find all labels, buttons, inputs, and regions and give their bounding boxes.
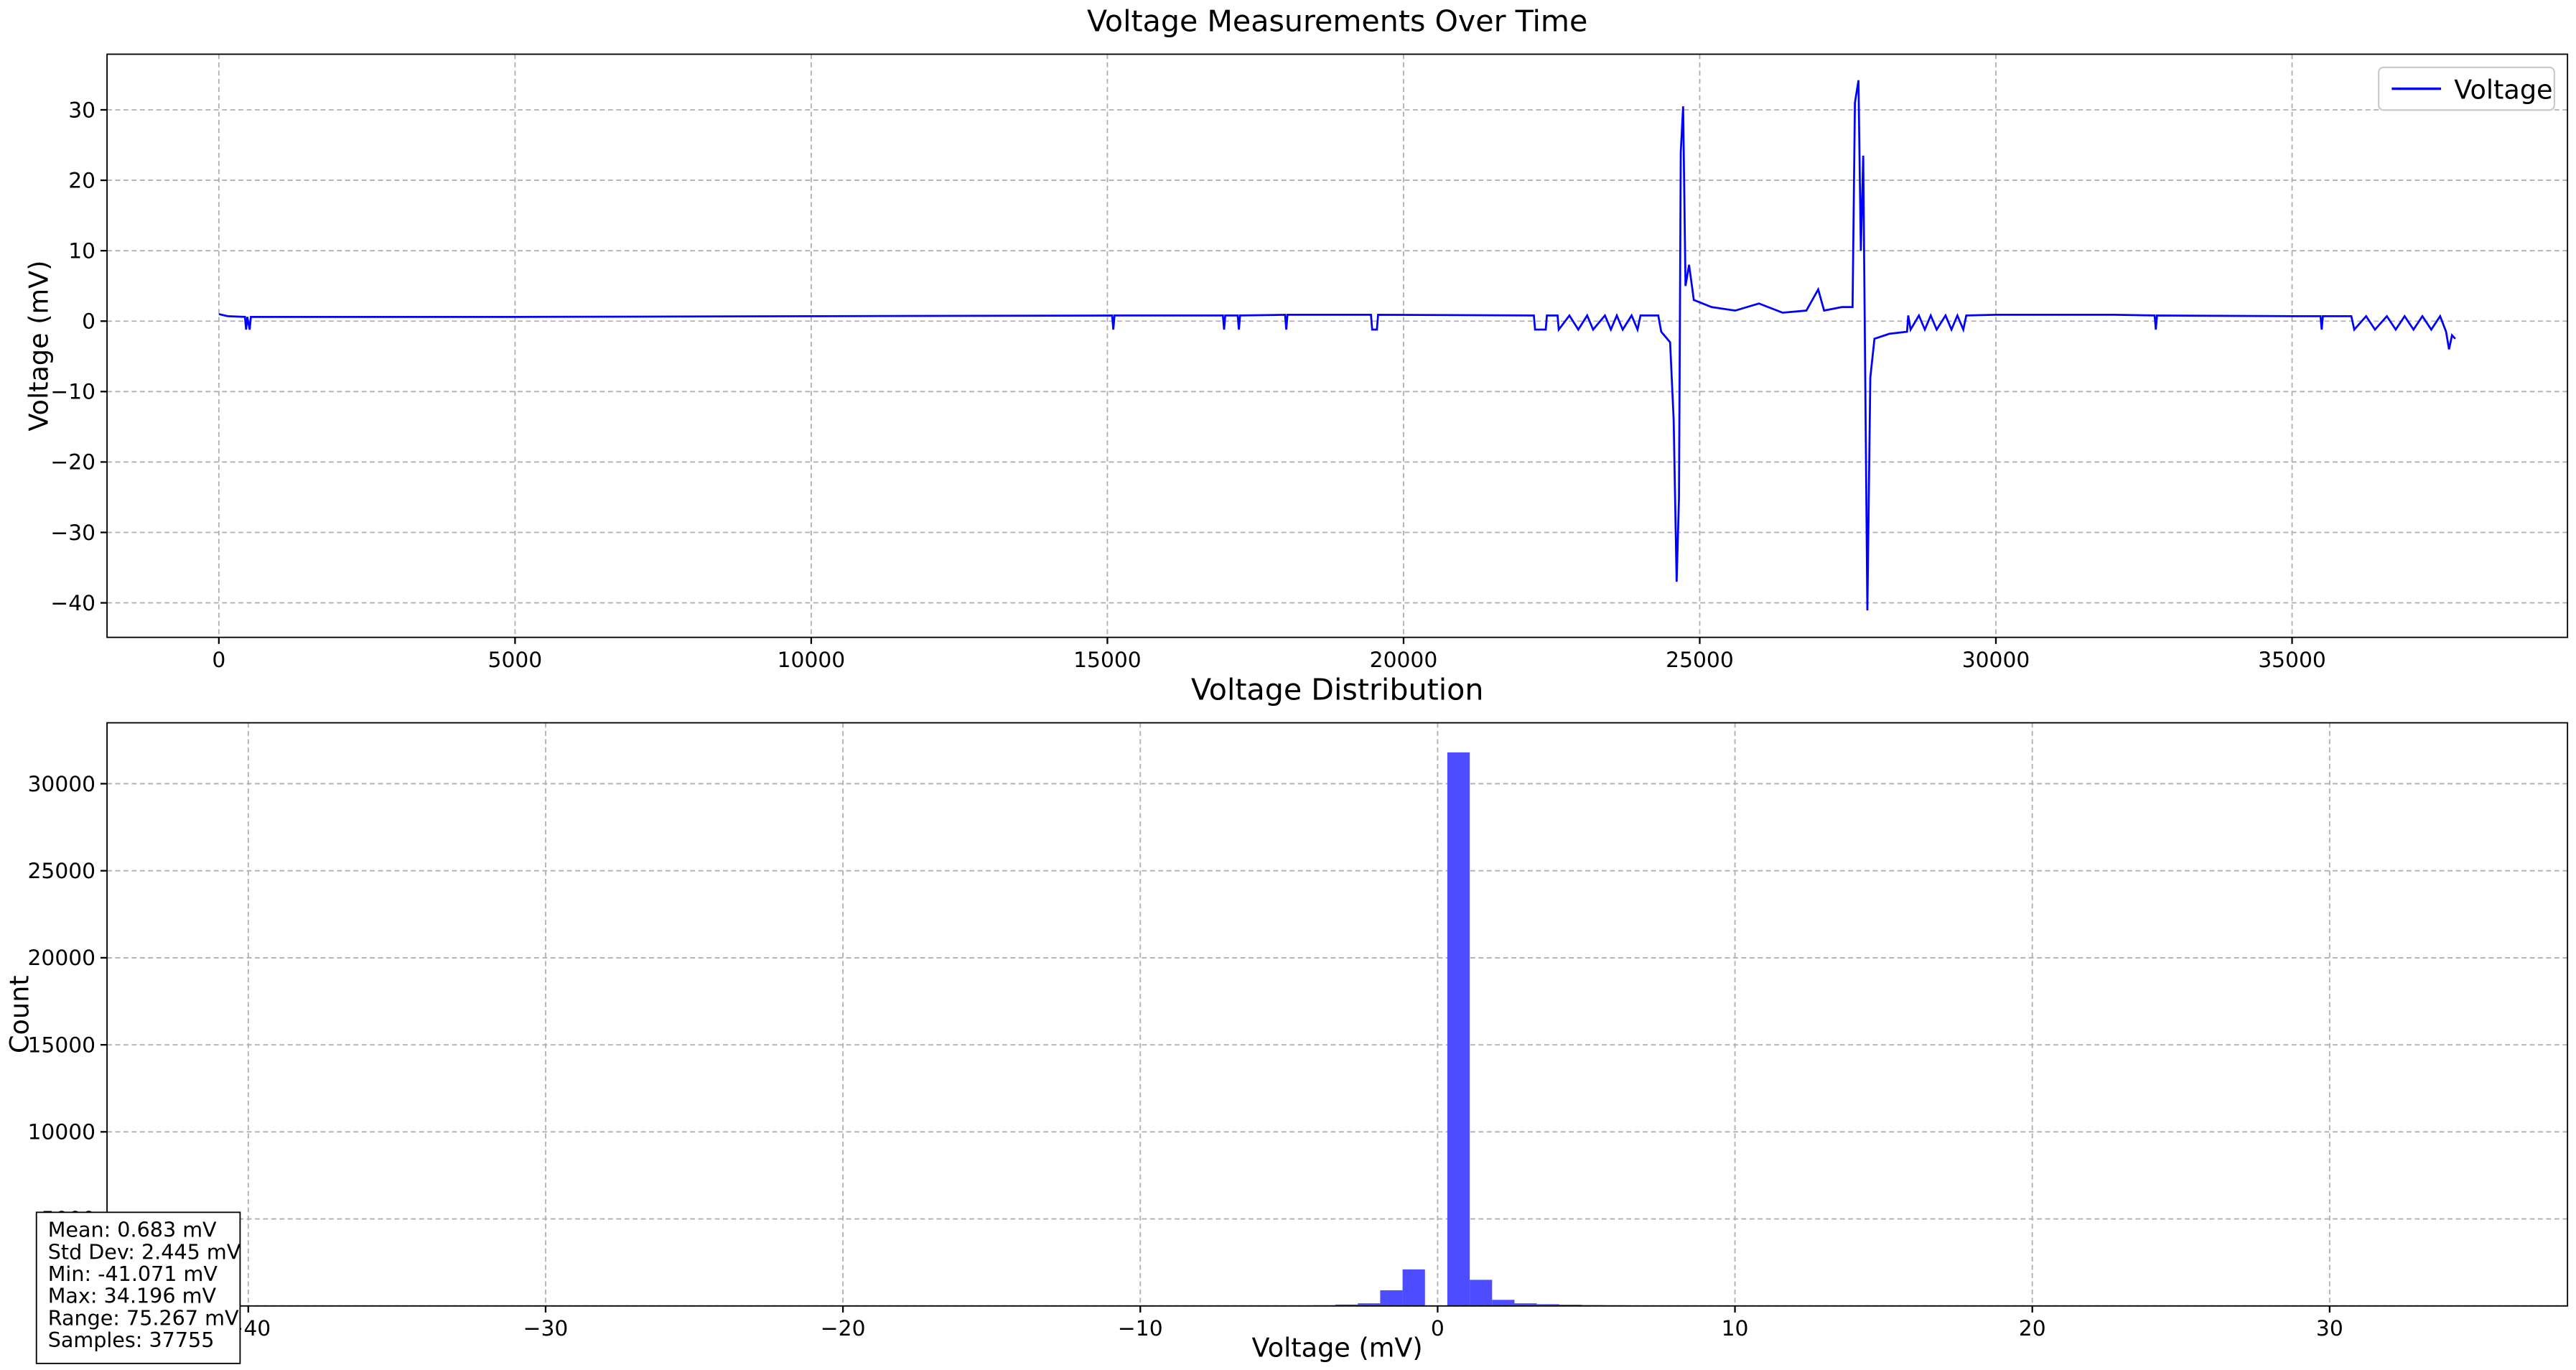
x-tick-label: −30 bbox=[523, 1316, 569, 1341]
histogram-bar bbox=[1447, 752, 1470, 1306]
stats-line: Std Dev: 2.445 mV bbox=[48, 1239, 241, 1264]
y-tick-label: −40 bbox=[50, 591, 95, 616]
histogram-bar bbox=[1536, 1304, 1559, 1306]
histogram-bar bbox=[1380, 1290, 1403, 1306]
x-tick-label: 20000 bbox=[1370, 648, 1438, 673]
chart-title: Voltage Distribution bbox=[1191, 673, 1484, 707]
plot-frame bbox=[106, 722, 2569, 1307]
x-tick-label: 25000 bbox=[1666, 648, 1734, 673]
y-tick-label: 10 bbox=[68, 238, 95, 264]
y-tick-label: 15000 bbox=[27, 1033, 95, 1058]
y-tick-label: 30 bbox=[68, 98, 95, 123]
x-tick-label: 35000 bbox=[2258, 648, 2326, 673]
y-tick-label: 0 bbox=[82, 309, 95, 335]
x-tick-label: 0 bbox=[212, 648, 225, 673]
y-tick-label: −30 bbox=[50, 521, 95, 546]
histogram-bar bbox=[1335, 1304, 1358, 1306]
stats-line: Range: 75.267 mV bbox=[48, 1305, 239, 1330]
stats-line: Min: -41.071 mV bbox=[48, 1262, 218, 1286]
y-axis-label: Count bbox=[4, 975, 34, 1053]
x-tick-label: 30000 bbox=[1962, 648, 2030, 673]
y-tick-label: −10 bbox=[50, 380, 95, 405]
stats-line: Mean: 0.683 mV bbox=[48, 1218, 217, 1242]
histogram-bar bbox=[1470, 1280, 1493, 1306]
x-tick-label: 30 bbox=[2316, 1316, 2343, 1341]
histogram-bar bbox=[1514, 1303, 1537, 1306]
plot-frame bbox=[106, 53, 2569, 638]
x-tick-label: 10 bbox=[1722, 1316, 1749, 1341]
x-tick-label: 20 bbox=[2019, 1316, 2046, 1341]
y-tick-label: 10000 bbox=[27, 1120, 95, 1145]
y-tick-label: 20 bbox=[68, 168, 95, 193]
histogram-bar bbox=[1402, 1269, 1425, 1306]
y-tick-label: −20 bbox=[50, 450, 95, 475]
data-line bbox=[218, 80, 2456, 611]
x-tick-label: 0 bbox=[1431, 1316, 1445, 1341]
chart-title: Voltage Measurements Over Time bbox=[1087, 4, 1587, 38]
legend-label: Voltage bbox=[2454, 74, 2552, 105]
y-tick-label: 30000 bbox=[27, 772, 95, 797]
stats-line: Samples: 37755 bbox=[48, 1328, 215, 1352]
legend-box bbox=[2377, 66, 2556, 111]
y-tick-label: 25000 bbox=[27, 859, 95, 884]
x-tick-label: −10 bbox=[1118, 1316, 1163, 1341]
x-tick-label: 5000 bbox=[488, 648, 543, 673]
histogram-bar bbox=[1358, 1303, 1381, 1306]
histogram-bar bbox=[1492, 1300, 1515, 1306]
x-tick-label: −20 bbox=[821, 1316, 866, 1341]
stats-line: Max: 34.196 mV bbox=[48, 1284, 217, 1308]
x-tick-label: 15000 bbox=[1073, 648, 1142, 673]
x-tick-label: 10000 bbox=[778, 648, 846, 673]
y-tick-label: 20000 bbox=[27, 946, 95, 971]
stats-box-frame bbox=[35, 1211, 241, 1364]
x-axis-label: Voltage (mV) bbox=[1252, 1333, 1423, 1364]
y-axis-label: Voltage (mV) bbox=[24, 261, 55, 432]
